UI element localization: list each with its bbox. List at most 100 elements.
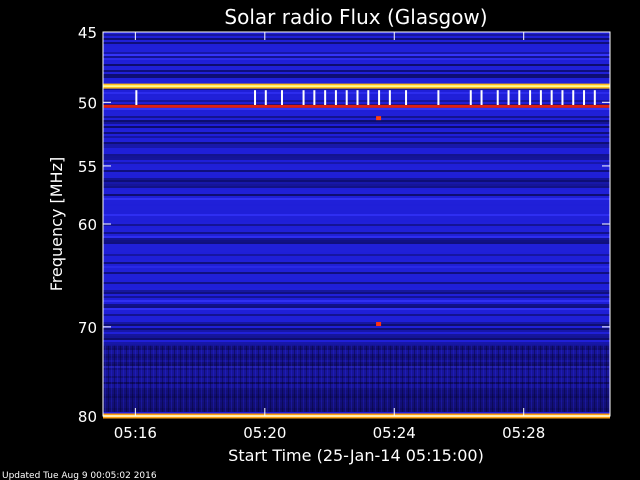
interference-tick [469,90,472,105]
y-axis-label: Frequency [MHz] [47,157,66,291]
spectrogram-band [103,286,610,288]
spectrogram-band [103,164,610,166]
spectrogram-band [103,178,610,180]
spectrogram-band [103,120,610,122]
spectrogram-band [103,232,610,234]
spectrogram-band [103,46,610,48]
spectrogram-band [103,226,610,228]
spectrogram-band [103,108,610,110]
spectrogram-band [103,316,610,318]
spectrogram-band [103,240,610,242]
interference-tick [280,90,283,105]
y-tick-label: 55 [78,158,97,176]
spectrogram-band [103,68,610,70]
spectrogram-band [103,310,610,312]
x-tick-label: 05:20 [243,424,286,442]
spectrogram-band [103,78,610,80]
spectrogram-band [103,138,610,140]
spectrogram-band [103,266,610,268]
spectrogram-band [103,326,610,328]
spectrogram-band [103,152,610,154]
spectrogram-band [103,250,610,252]
interference-tick [254,90,257,105]
interference-tick [529,90,532,105]
spectrogram-band [103,264,610,266]
spectrogram-band [103,74,610,76]
spectrogram-band [103,254,610,256]
spectrogram-band [103,142,610,144]
spectrogram-band [103,136,610,138]
interference-tick [356,90,359,105]
spectrogram-band [103,276,610,278]
x-axis: 05:16 05:20 05:24 05:28 [114,32,545,442]
bright-line-core-0 [103,85,610,87]
spectrogram-band [103,322,610,324]
spectrogram-band [103,216,610,218]
spectrogram-band [103,224,610,226]
spectrogram-band [103,318,610,320]
spectrogram-band [103,190,610,192]
spectrogram-band [103,124,610,126]
interference-tick [583,90,586,105]
plot-area [103,32,610,419]
interference-tick [539,90,542,105]
spectrogram-band [103,244,610,246]
spectrogram-band [103,192,610,194]
spectrogram-band [103,312,610,314]
spectrogram-band [103,262,610,264]
spectrogram-band [103,198,610,200]
spectrogram-band [103,134,610,136]
spectrogram-band [103,256,610,258]
spectrogram-band [103,260,610,262]
interference-tick [313,90,316,105]
spectrogram-band [103,218,610,220]
spectrogram-band [103,282,610,284]
spectrogram-band [103,208,610,210]
interference-tick [507,90,510,105]
y-tick-label: 50 [78,94,97,112]
spectrogram-band [103,88,610,90]
spectrogram-band [103,204,610,206]
spectrogram-band [103,214,610,216]
spectrogram-band [103,220,610,222]
spectrogram-band [103,252,610,254]
x-tick-label: 05:16 [114,424,157,442]
spectrogram-band [103,296,610,298]
interference-tick [480,90,483,105]
spectrogram-band [103,306,610,308]
spot-4 [376,322,382,327]
spectrogram-band [103,340,610,342]
spectrogram-band [103,180,610,182]
spectrogram-band [103,212,610,214]
spot-3 [376,116,382,121]
interference-tick [378,90,381,105]
spectrogram-band [103,186,610,188]
spectrogram-band [103,32,610,34]
spectrogram-band [103,234,610,236]
spectrogram-band [103,170,610,172]
interference-tick [518,90,521,105]
interference-tick [572,90,575,105]
spectrogram-band [103,116,610,118]
spectrogram-band [103,246,610,248]
interference-tick [135,90,138,105]
spectrogram-band [103,278,610,280]
spectrogram-band [103,54,610,56]
updated-timestamp: Updated Tue Aug 9 00:05:02 2016 [2,471,157,480]
spectrogram-band [103,66,610,68]
interference-tick [405,90,408,105]
interference-tick [550,90,553,105]
spectrogram-band [103,338,610,340]
spectrogram-band [103,202,610,204]
spectrogram-band [103,70,610,72]
spectrogram-band [103,80,610,82]
spectrogram-band [103,230,610,232]
spectrogram-band [103,284,610,286]
interference-tick [593,90,596,105]
red-line-1 [103,104,610,108]
spectrogram-band [103,292,610,294]
spectrogram-band [103,126,610,128]
spectrogram-band [103,156,610,158]
spectrogram-band [103,154,610,156]
interference-tick [437,90,440,105]
